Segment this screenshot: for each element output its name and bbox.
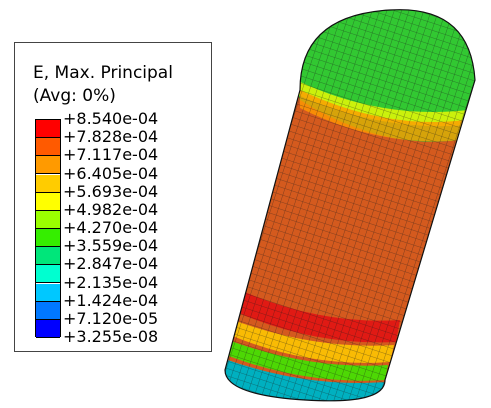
legend-swatch — [36, 138, 60, 157]
legend-tick-label: +8.540e-04 — [63, 109, 159, 128]
legend-tick-label: +3.255e-08 — [63, 327, 159, 346]
legend-tick-label: +7.120e-05 — [63, 308, 159, 328]
legend-tick-label: +3.559e-04 — [63, 236, 159, 256]
legend-color-bar — [35, 119, 61, 338]
legend-swatch — [36, 229, 60, 248]
cylinder-body — [225, 9, 475, 401]
legend-swatch — [36, 301, 60, 320]
legend-tick-label: +2.135e-04 — [63, 272, 159, 292]
legend-swatch — [36, 174, 60, 193]
mesh-grid — [225, 9, 475, 401]
legend-swatch — [36, 120, 60, 139]
legend-subtitle: (Avg: 0%) — [33, 86, 116, 106]
legend-tick-label: +1.424e-04 — [63, 290, 159, 310]
legend-tick-label: +4.982e-04 — [63, 199, 159, 219]
legend-tick-label: +7.828e-04 — [63, 127, 159, 147]
legend-tick-label: +2.847e-04 — [63, 254, 159, 274]
legend-swatch — [36, 210, 60, 229]
legend-swatch — [36, 247, 60, 266]
legend-swatch — [36, 265, 60, 284]
legend-swatch — [36, 156, 60, 175]
legend-title: E, Max. Principal — [33, 63, 173, 83]
legend-panel: E, Max. Principal (Avg: 0%) +8.540e-04 +7… — [14, 42, 212, 352]
legend-swatch — [36, 283, 60, 302]
legend-tick-label: +4.270e-04 — [63, 218, 159, 237]
legend-tick-label: +7.117e-04 — [63, 145, 159, 165]
legend-swatch — [36, 192, 60, 211]
legend-swatch — [36, 319, 60, 338]
legend-tick-label: +5.693e-04 — [63, 181, 159, 201]
legend-tick-label: +6.405e-04 — [63, 163, 159, 183]
cylinder-outline — [224, 9, 476, 402]
